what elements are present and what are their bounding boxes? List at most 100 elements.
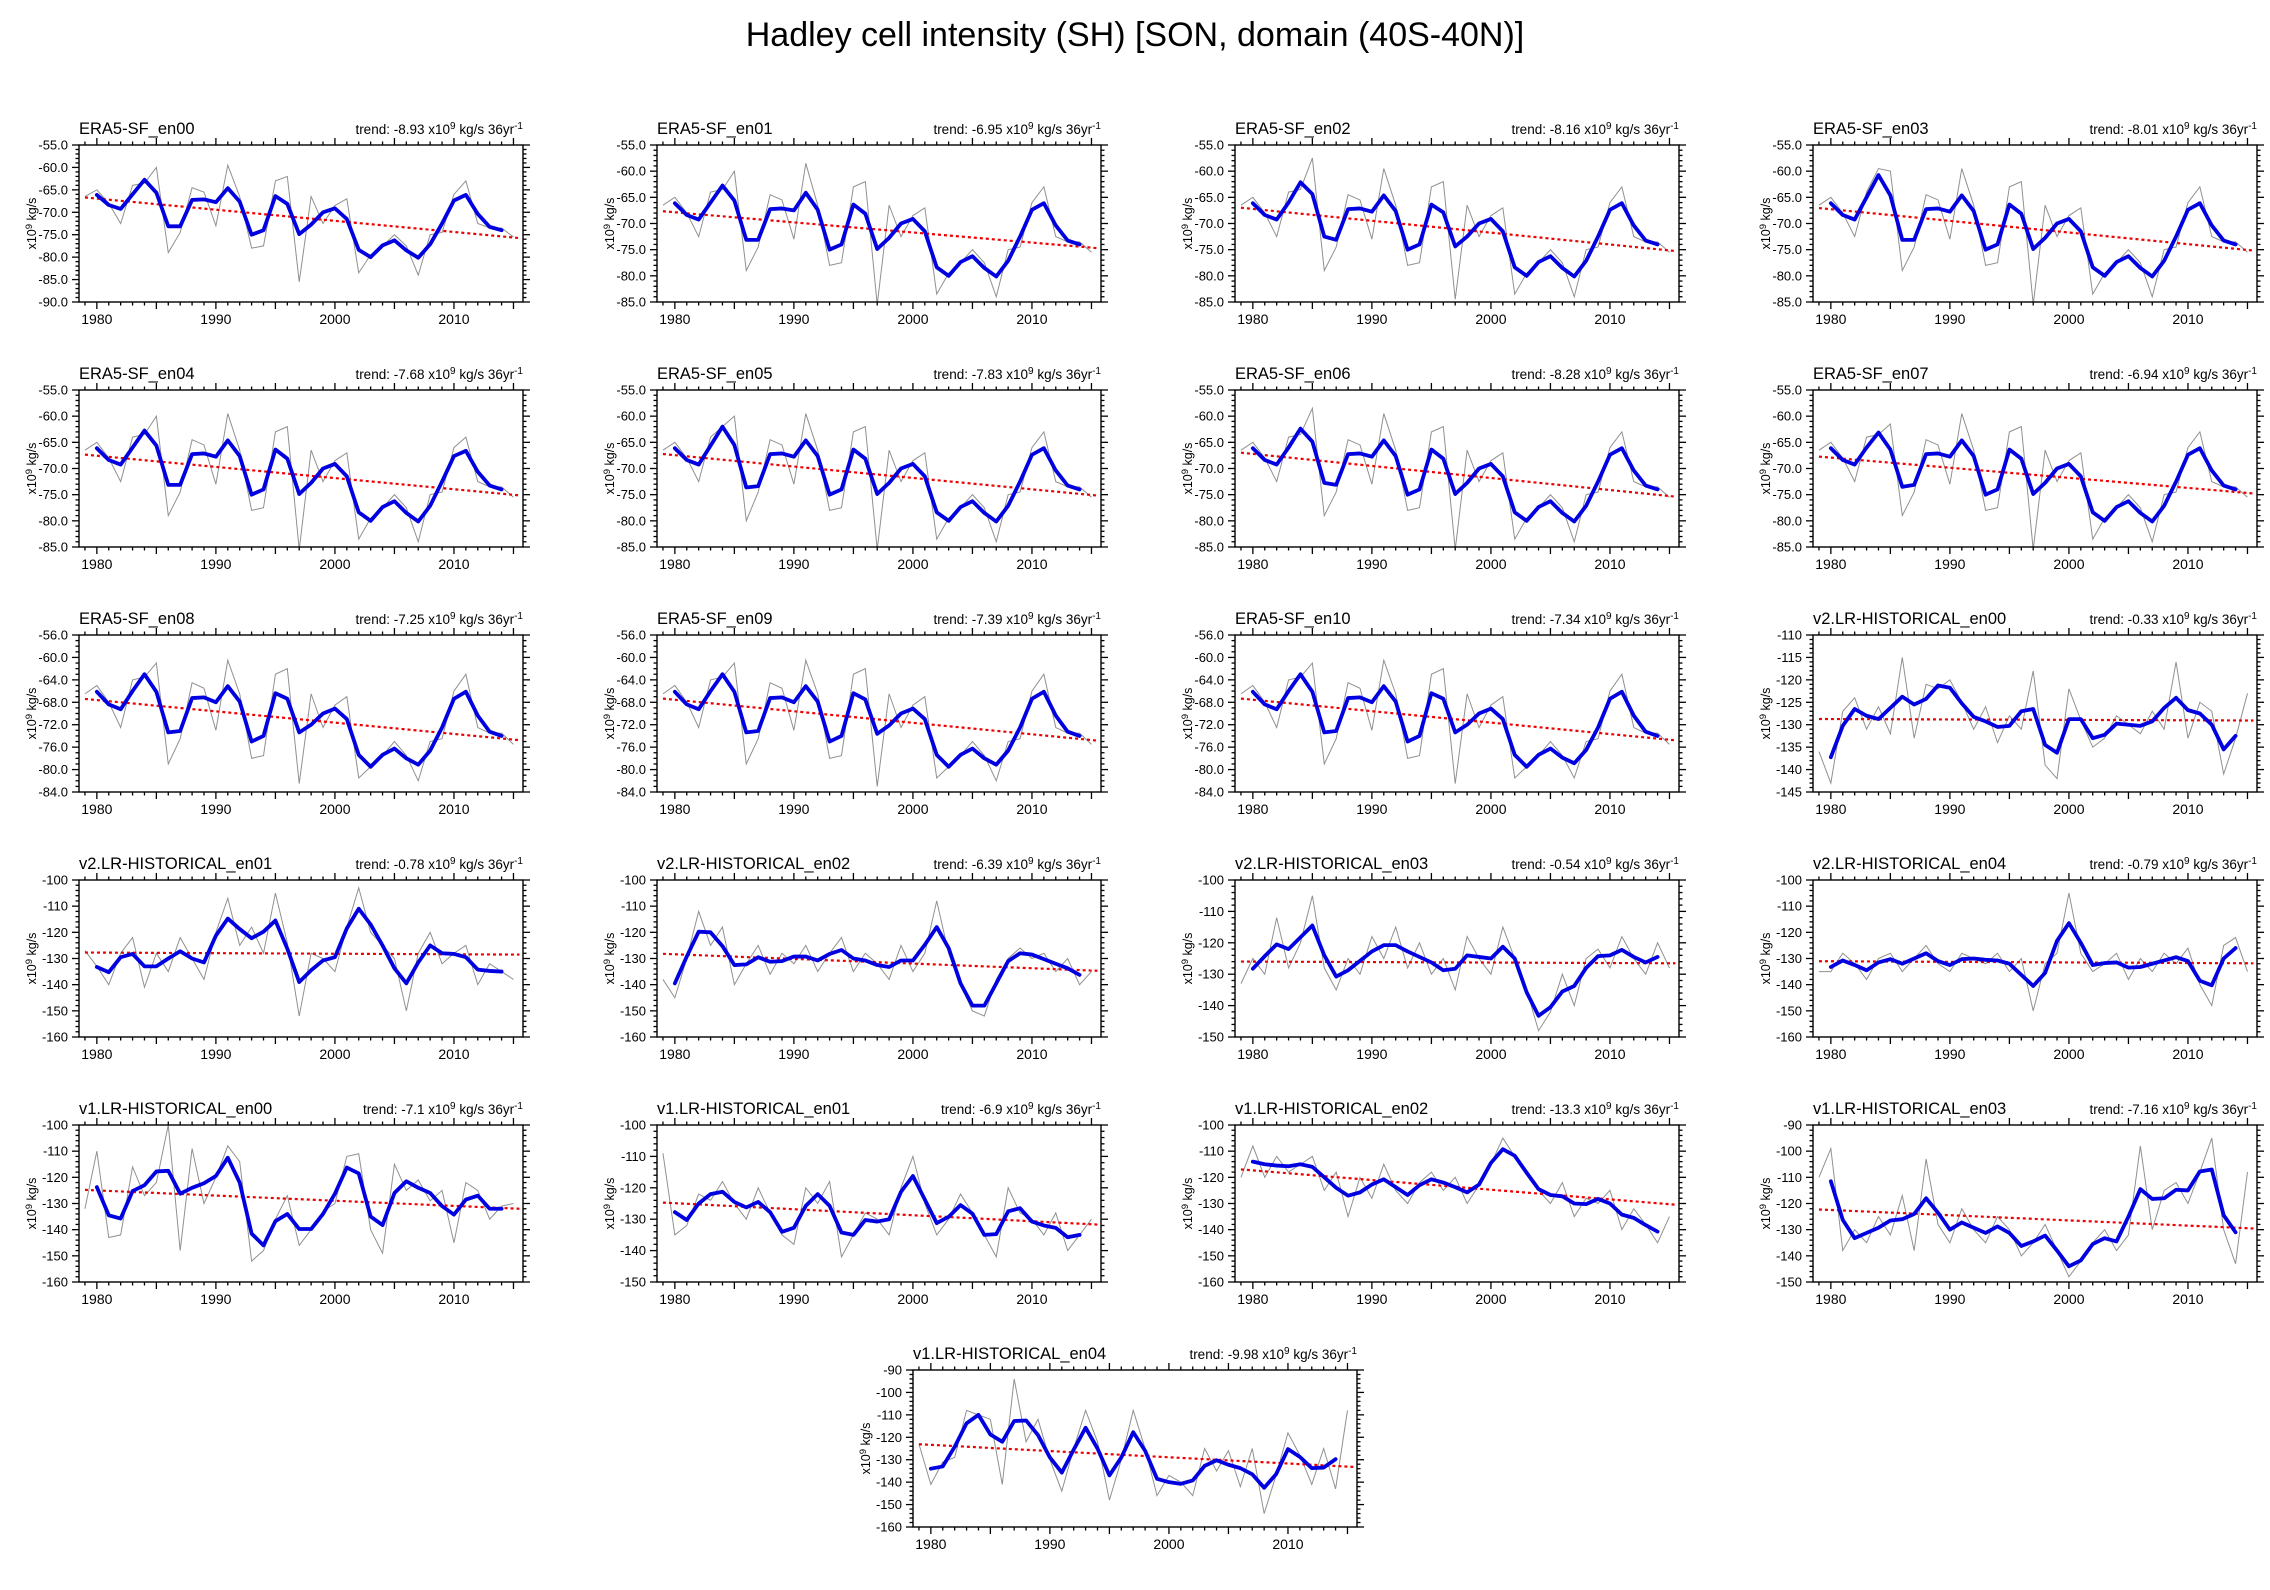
tick-labels: 1980 1990 2000 2010 -85.0 -80.0 -75.0 -70.0 -65.… xyxy=(1194,383,1625,573)
x-tick-label: 2010 xyxy=(1016,1291,1047,1307)
annual-series xyxy=(1240,895,1670,1032)
panel-trend-label: trend: -7.25 x109 kg/s 36yr-1 xyxy=(355,611,523,627)
plot-box xyxy=(1812,879,2258,1038)
y-tick-label: -60.0 xyxy=(1194,164,1224,179)
y-tick-label: -76.0 xyxy=(616,740,646,755)
y-tick-label: -55.0 xyxy=(1194,383,1224,398)
y-tick-label: -85.0 xyxy=(616,540,646,555)
x-tick-label: 2000 xyxy=(1475,556,1506,572)
y-tick-label: -60.0 xyxy=(1772,164,1802,179)
trend-line xyxy=(662,210,1098,250)
panel-title: ERA5-SF_en09 xyxy=(657,610,773,628)
x-tick-label: 1990 xyxy=(1934,556,1965,572)
y-tick-label: -100 xyxy=(1198,873,1224,888)
y-tick-label: -110 xyxy=(43,899,68,914)
x-tick-label: 1980 xyxy=(81,311,112,327)
y-tick-label: -110 xyxy=(1777,1170,1802,1185)
y-tick-label: -130 xyxy=(1776,1222,1802,1237)
smoothed-series xyxy=(94,177,504,260)
trend-line xyxy=(662,952,1098,972)
panel-trend-label: trend: -8.16 x109 kg/s 36yr-1 xyxy=(1511,121,1679,137)
y-tick-label: -140 xyxy=(42,977,68,992)
y-tick-label: -65.0 xyxy=(616,190,646,205)
tick-labels: 1980 1990 2000 2010 -150 -140 -130 -120 -110 -100 xyxy=(1198,873,1626,1063)
y-tick-label: -55.0 xyxy=(1772,383,1802,398)
y-tick-label: -75.0 xyxy=(1772,487,1802,502)
panel-ERA5-SF_en05: 1980 1990 2000 2010 -85.0 -80.0 -75.0 -70.0 -65.… xyxy=(599,362,1119,594)
y-tick-label: -120 xyxy=(42,925,68,940)
smoothed-series xyxy=(1250,672,1660,769)
y-tick-label: -115 xyxy=(1777,650,1802,665)
y-tick-label: -140 xyxy=(1776,977,1802,992)
x-tick-label: 2010 xyxy=(1016,1046,1047,1062)
y-tick-label: -90.0 xyxy=(38,295,68,310)
plot-box xyxy=(78,389,524,548)
axis-ticks xyxy=(650,383,1108,554)
panel-title: v1.LR-HISTORICAL_en04 xyxy=(913,1345,1106,1363)
x-tick-label: 2000 xyxy=(319,1046,350,1062)
smoothed-series xyxy=(672,672,1082,769)
tick-labels: 1980 1990 2000 2010 -85.0 -80.0 -75.0 -70.0 -65.… xyxy=(1194,138,1625,328)
panel-trend-label: trend: -13.3 x109 kg/s 36yr-1 xyxy=(1511,1101,1679,1117)
panel-title: ERA5-SF_en06 xyxy=(1235,365,1351,383)
trend-line xyxy=(1240,451,1676,498)
panel-trend-label: trend: -9.98 x109 kg/s 36yr-1 xyxy=(1189,1346,1357,1362)
panel-title: v2.LR-HISTORICAL_en01 xyxy=(79,855,272,873)
y-tick-label: -160 xyxy=(876,1520,902,1535)
panel-title: ERA5-SF_en02 xyxy=(1235,120,1351,138)
x-tick-label: 2000 xyxy=(319,556,350,572)
x-tick-label: 2010 xyxy=(1016,311,1047,327)
y-tick-label: -150 xyxy=(1776,1275,1802,1290)
y-tick-label: -80.0 xyxy=(1194,762,1224,777)
x-tick-label: 2010 xyxy=(1272,1536,1303,1552)
tick-labels: 1980 1990 2000 2010 -150 -140 -130 -120 -110 -100 xyxy=(620,1118,1048,1308)
x-tick-label: 1980 xyxy=(1815,311,1846,327)
y-tick-label: -85.0 xyxy=(1772,295,1802,310)
plot-box xyxy=(1234,389,1680,548)
y-axis-label: x109 kg/s xyxy=(24,443,39,495)
x-tick-label: 1980 xyxy=(1815,1291,1846,1307)
y-tick-label: -120 xyxy=(620,1180,646,1195)
y-tick-label: -60.0 xyxy=(1194,409,1224,424)
tick-labels: 1980 1990 2000 2010 -84.0 -80.0 -76.0 -72.0 -68.… xyxy=(616,628,1047,818)
y-tick-label: -65.0 xyxy=(1194,435,1224,450)
panel-ERA5-SF_en01: 1980 1990 2000 2010 -85.0 -80.0 -75.0 -70.0 -65.… xyxy=(599,117,1119,349)
x-tick-label: 2010 xyxy=(438,801,469,817)
y-tick-label: -160 xyxy=(620,1030,646,1045)
x-tick-label: 2000 xyxy=(1475,311,1506,327)
y-tick-label: -130 xyxy=(42,951,68,966)
smoothed-series xyxy=(94,906,504,986)
x-tick-label: 2010 xyxy=(1594,311,1625,327)
y-tick-label: -70.0 xyxy=(1194,216,1224,231)
x-tick-label: 1990 xyxy=(778,801,809,817)
plot-svg: 1980 1990 2000 2010 -160 -150 -140 -130 -120 -110… xyxy=(858,1345,1364,1552)
plot-svg: 1980 1990 2000 2010 -84.0 -80.0 -76.0 -72.0 -68.… xyxy=(1180,610,1686,817)
y-tick-label: -120 xyxy=(1776,1196,1802,1211)
panel-v2.LR-HISTORICAL_en02: 1980 1990 2000 2010 -160 -150 -140 -130 -120 -110… xyxy=(599,852,1119,1084)
y-tick-label: -85.0 xyxy=(1194,295,1224,310)
panel-trend-label: trend: -0.78 x109 kg/s 36yr-1 xyxy=(355,856,523,872)
y-tick-label: -60.0 xyxy=(616,409,646,424)
y-tick-label: -55.0 xyxy=(38,383,68,398)
axis-ticks xyxy=(1806,873,2264,1044)
y-tick-label: -55.0 xyxy=(1772,138,1802,153)
plot-box xyxy=(78,1124,524,1283)
trend-line xyxy=(1240,697,1676,742)
x-tick-label: 1990 xyxy=(778,311,809,327)
tick-labels: 1980 1990 2000 2010 -160 -150 -140 -130 -120 -110… xyxy=(1198,1118,1626,1308)
plot-box xyxy=(1234,879,1680,1038)
smoothed-series xyxy=(1828,683,2238,760)
axis-ticks xyxy=(72,873,530,1044)
trend-line xyxy=(662,697,1098,742)
x-tick-label: 1990 xyxy=(1034,1536,1065,1552)
y-tick-label: -100 xyxy=(42,1118,68,1133)
smoothed-series xyxy=(94,672,504,769)
y-tick-label: -140 xyxy=(42,1222,68,1237)
y-tick-label: -75.0 xyxy=(1194,242,1224,257)
x-tick-label: 2000 xyxy=(319,311,350,327)
y-tick-label: -100 xyxy=(620,1118,646,1133)
tick-labels: 1980 1990 2000 2010 -160 -150 -140 -130 -120 -110… xyxy=(620,873,1048,1063)
panel-ERA5-SF_en02: 1980 1990 2000 2010 -85.0 -80.0 -75.0 -70.0 -65.… xyxy=(1177,117,1697,349)
y-tick-label: -130 xyxy=(1776,717,1802,732)
smoothed-series xyxy=(1250,923,1660,1018)
